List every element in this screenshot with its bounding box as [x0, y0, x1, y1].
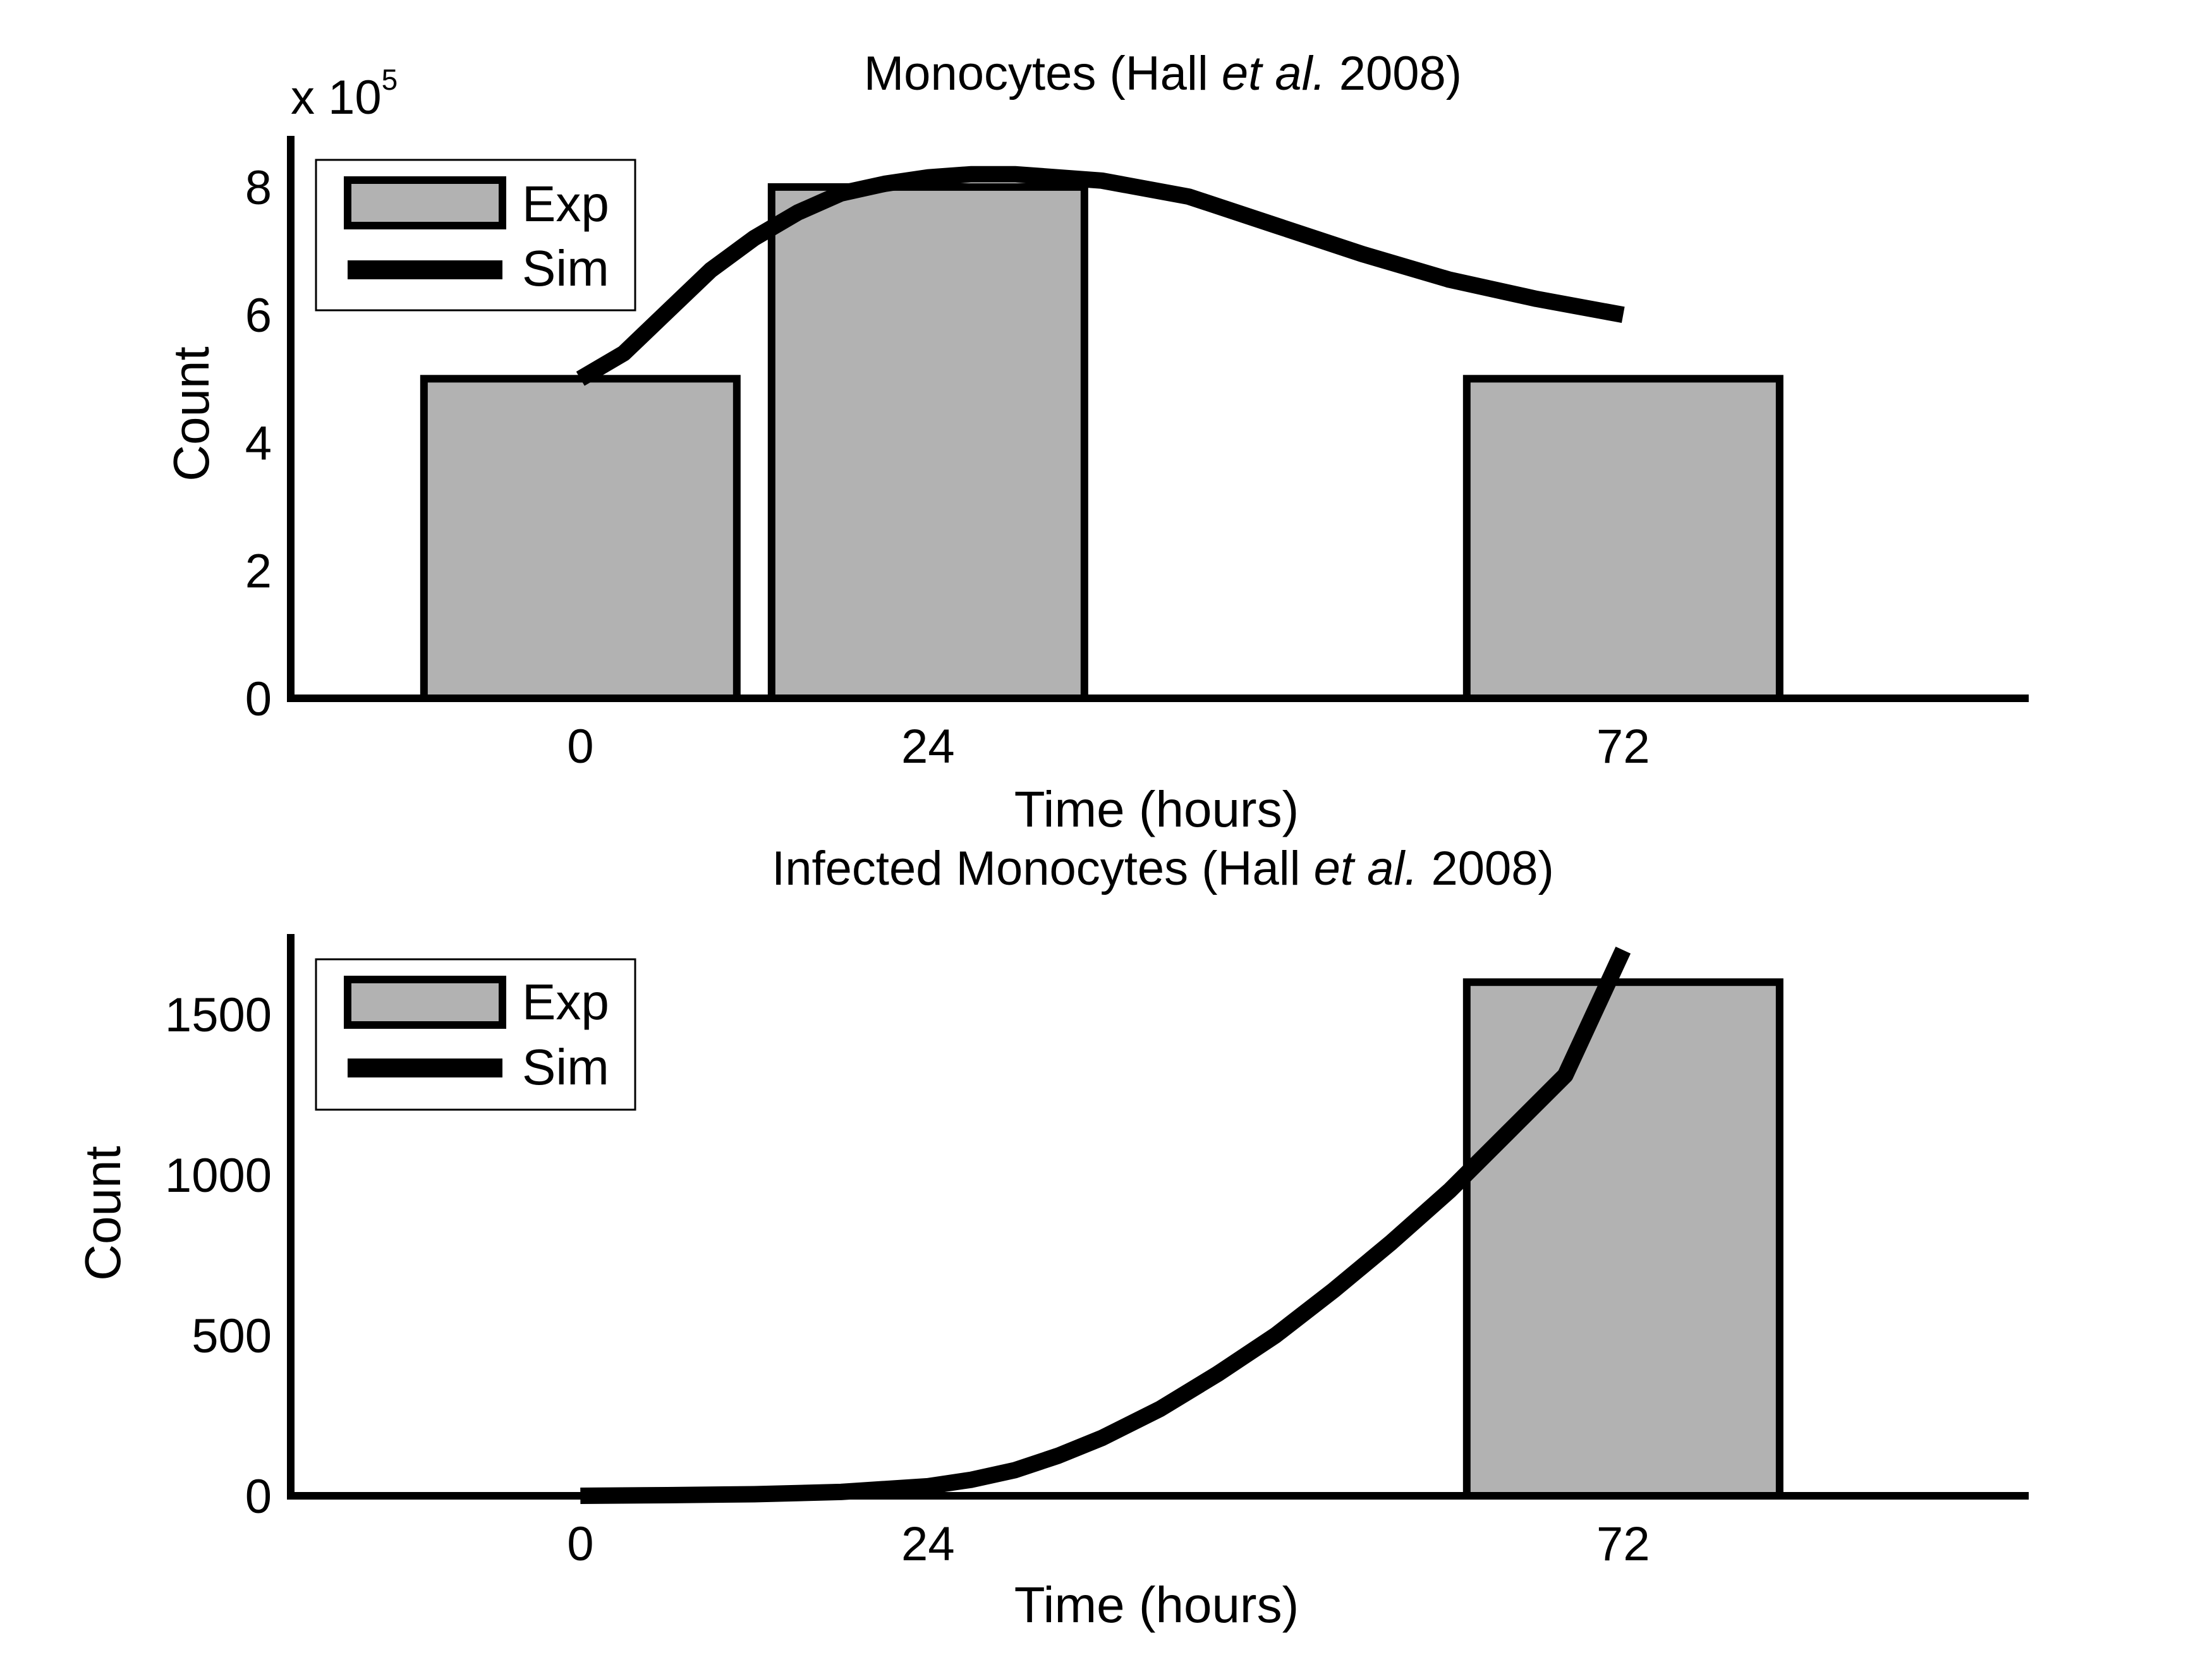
axes: [287, 136, 2029, 702]
y-tick-label: 0: [245, 672, 272, 726]
legend-sim-label: Sim: [522, 240, 609, 296]
exp-bar: [1462, 375, 1784, 702]
y-tick-label: 1500: [165, 988, 272, 1042]
x-tick-label: 24: [901, 720, 955, 773]
y-tick-labels: 0 2 4 6 8: [245, 161, 272, 726]
exp-bar: [420, 375, 741, 702]
x-tick-labels: 0 24 72: [567, 720, 1650, 773]
y-axis-label: Count: [75, 1146, 131, 1280]
exp-bars: [420, 183, 1784, 702]
exp-bars: [1462, 978, 1784, 1500]
legend-exp-swatch: [344, 176, 506, 229]
y-tick-label: 500: [191, 1309, 272, 1363]
y-tick-label: 6: [245, 289, 272, 343]
legend-sim-label: Sim: [522, 1039, 609, 1095]
exp-bar: [767, 183, 1088, 702]
y-tick-label: 0: [245, 1470, 272, 1524]
x-axis-label: Time (hours): [1014, 781, 1299, 837]
y-axis-label: Count: [163, 346, 219, 481]
x-tick-label: 0: [567, 720, 593, 773]
y-tick-label: 1000: [165, 1149, 272, 1203]
sim-series-line: [576, 166, 1625, 386]
legend: Exp Sim: [315, 958, 636, 1111]
x-tick-labels: 0 24 72: [567, 1517, 1650, 1571]
x-tick-label: 72: [1596, 720, 1650, 773]
monocytes-panel: Monocytes (Hall et al. 2008) x 105 02468…: [163, 47, 2029, 837]
exp-bar: [1462, 978, 1784, 1500]
x-tick-label: 24: [901, 1517, 955, 1571]
y-tick-labels: 0 500 1000 1500: [165, 988, 272, 1524]
y-tick-label: 8: [245, 161, 272, 215]
y-axis-multiplier: x 105: [291, 63, 398, 124]
legend-exp-label: Exp: [522, 974, 609, 1030]
monocytes-title: Monocytes (Hall et al. 2008): [864, 47, 1462, 100]
infected-monocytes-title: Infected Monocytes (Hall et al. 2008): [772, 842, 1554, 895]
legend-exp-swatch: [344, 976, 506, 1029]
legend-exp-label: Exp: [522, 176, 609, 232]
legend: Exp Sim: [315, 159, 636, 312]
axes: [287, 934, 2029, 1500]
infected-monocytes-panel: Infected Monocytes (Hall et al. 2008) 0 5…: [75, 842, 2029, 1633]
x-tick-label: 0: [567, 1517, 593, 1571]
x-axis-label: Time (hours): [1014, 1577, 1299, 1633]
y-tick-label: 4: [245, 416, 272, 470]
x-tick-label: 72: [1596, 1517, 1650, 1571]
y-tick-label: 2: [245, 545, 272, 598]
